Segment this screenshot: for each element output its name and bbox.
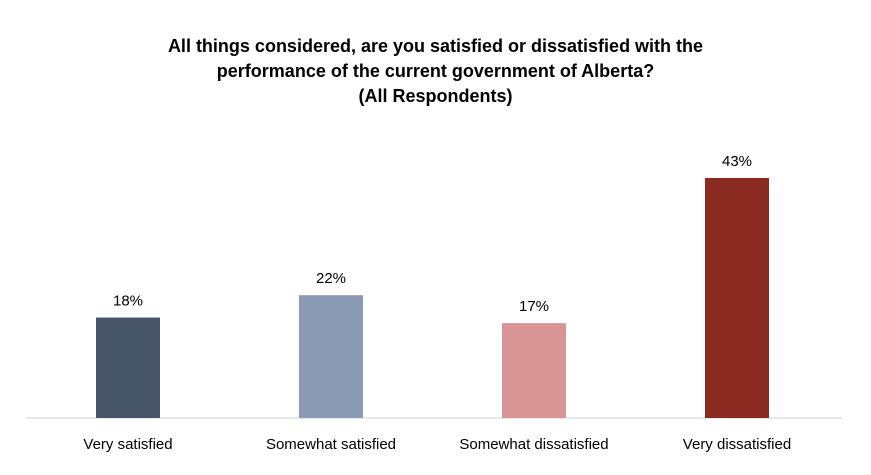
title-line-2: performance of the current government of… xyxy=(216,61,655,81)
title-line-3: (All Respondents) xyxy=(358,86,513,106)
category-label: Very dissatisfied xyxy=(683,436,791,453)
category-label: Very satisfied xyxy=(83,436,172,453)
title-line-1: All things considered, are you satisfied… xyxy=(167,36,704,56)
data-label: 18% xyxy=(113,293,143,310)
bar-very-dissatisfied xyxy=(705,178,769,418)
category-label: Somewhat satisfied xyxy=(266,436,396,453)
chart-title: All things considered, are you satisfied… xyxy=(0,34,871,109)
bar-somewhat-dissatisfied xyxy=(502,323,566,418)
data-label: 22% xyxy=(316,270,346,287)
data-label: 17% xyxy=(519,298,549,315)
data-label: 43% xyxy=(722,153,752,170)
category-label: Somewhat dissatisfied xyxy=(459,436,608,453)
bar-somewhat-satisfied xyxy=(299,295,363,418)
bars-group: 18% Very satisfied 22% Somewhat satisfied 17… xyxy=(83,153,791,453)
bar-very-satisfied xyxy=(96,317,160,418)
